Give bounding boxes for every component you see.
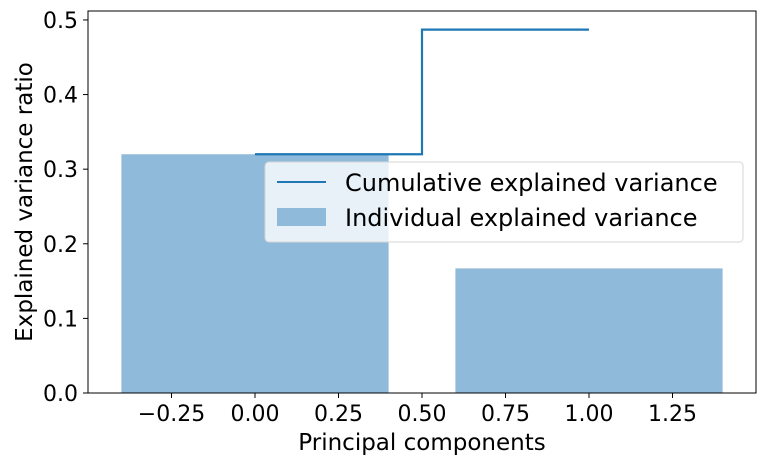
x-tick-label: 1.00 bbox=[565, 402, 614, 427]
lines-layer bbox=[255, 28, 589, 156]
legend-label-individual: Individual explained variance bbox=[345, 204, 698, 232]
x-tick-label: 0.25 bbox=[314, 402, 363, 427]
legend-label-cumulative: Cumulative explained variance bbox=[345, 169, 718, 197]
legend-bar-swatch bbox=[277, 208, 326, 226]
y-tick-label: 0.2 bbox=[43, 233, 78, 258]
x-axis-title: Principal components bbox=[298, 430, 545, 456]
y-tick-label: 0.4 bbox=[43, 84, 78, 109]
x-tick-label: 0.50 bbox=[398, 402, 447, 427]
x-tick-label: −0.25 bbox=[138, 402, 205, 427]
y-tick-label: 0.1 bbox=[43, 307, 78, 332]
x-axis-ticks: −0.25 0.00 0.25 0.50 0.75 1.00 1.25 bbox=[138, 393, 697, 427]
y-tick-label: 0.0 bbox=[43, 382, 78, 407]
legend: Cumulative explained variance Individual… bbox=[264, 161, 744, 243]
y-axis-title: Explained variance ratio bbox=[12, 62, 38, 342]
y-tick-label: 0.5 bbox=[43, 9, 78, 34]
cumulative-step-line bbox=[255, 28, 589, 156]
y-tick-label: 0.3 bbox=[43, 158, 78, 183]
x-tick-label: 0.75 bbox=[481, 402, 530, 427]
x-tick-label: 1.25 bbox=[648, 402, 697, 427]
x-tick-label: 0.00 bbox=[231, 402, 280, 427]
y-axis-ticks: 0.0 0.1 0.2 0.3 0.4 0.5 bbox=[43, 9, 88, 407]
bar-component-2 bbox=[455, 268, 723, 393]
legend-box bbox=[264, 161, 744, 243]
